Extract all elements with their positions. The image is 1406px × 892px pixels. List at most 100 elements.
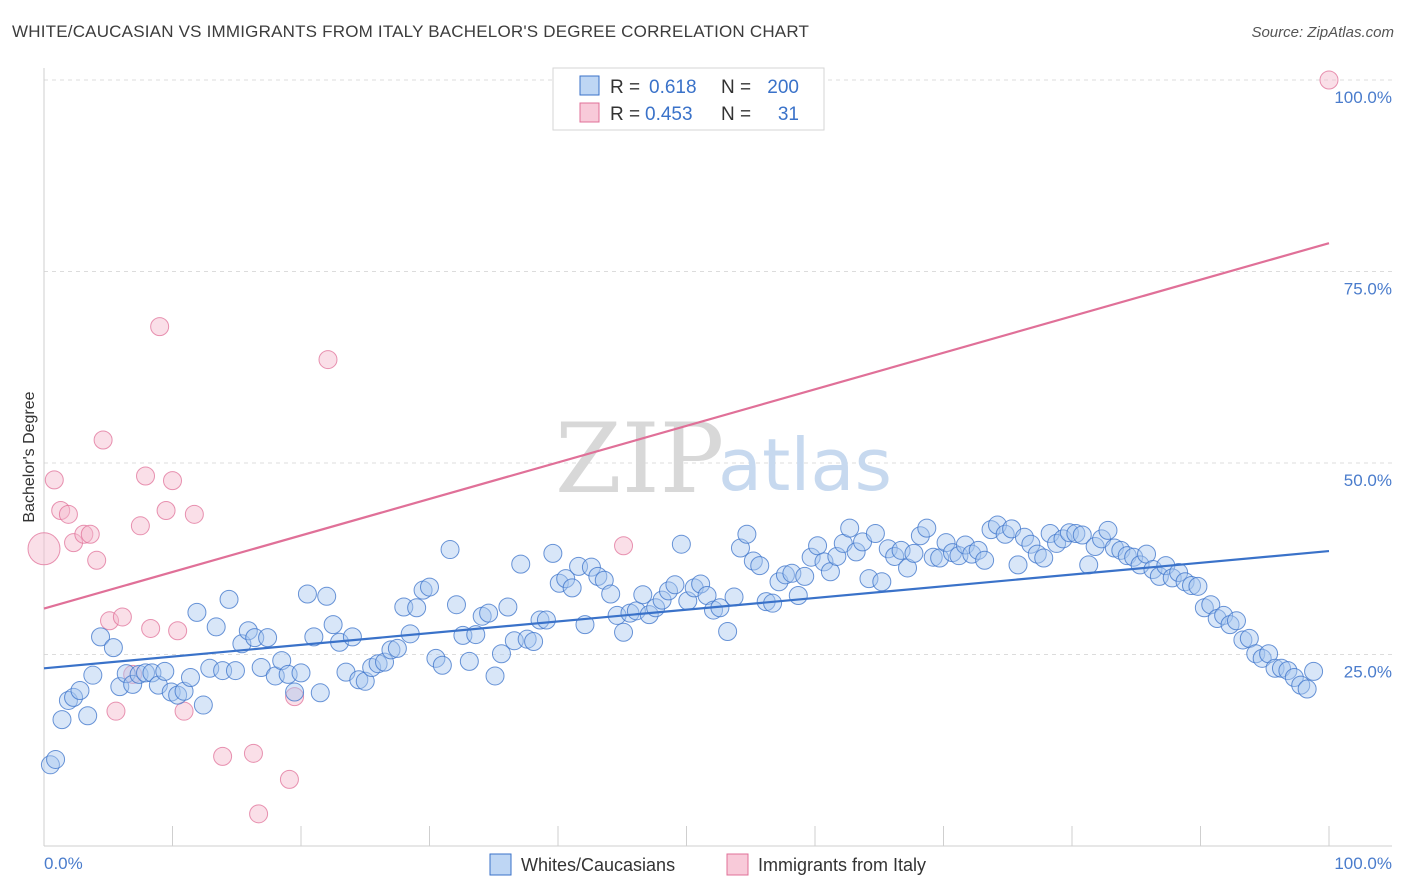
point-whites [1169, 563, 1189, 583]
point-whites [691, 574, 711, 594]
source-label: Source: ZipAtlas.com [1251, 24, 1394, 41]
chart-title: WHITE/CAUCASIAN VS IMMIGRANTS FROM ITALY… [12, 22, 810, 41]
point-whites [78, 706, 98, 726]
point-whites [342, 627, 362, 647]
point-whites [543, 543, 563, 563]
watermark-atlas: atlas [718, 423, 892, 507]
legend-r-label-2: R = [610, 104, 640, 125]
point-whites [187, 602, 207, 622]
bottom-legend-label-whites: Whites/Caucasians [521, 855, 675, 875]
point-whites [1214, 605, 1234, 625]
point-whites [310, 683, 330, 703]
point-italy [156, 500, 176, 520]
point-whites [1021, 534, 1041, 554]
point-italy [141, 618, 161, 638]
x-tick-label-max: 100.0% [1334, 854, 1392, 873]
point-italy [136, 466, 156, 486]
point-whites [258, 628, 278, 648]
bottom-legend-swatch-blue [489, 853, 512, 876]
point-whites [446, 595, 466, 615]
point-italy [279, 769, 299, 789]
point-italy [243, 743, 263, 763]
point-italy [93, 430, 113, 450]
point-whites [891, 540, 911, 560]
point-whites [1098, 520, 1118, 540]
point-whites [180, 667, 200, 687]
point-italy [100, 611, 120, 631]
point-italy [58, 504, 78, 524]
y-tick-labels: 25.0% 50.0% 75.0% 100.0% [1334, 88, 1392, 682]
point-whites [291, 663, 311, 683]
series-italy-points [27, 70, 1339, 824]
point-whites [70, 681, 90, 701]
point-whites [1079, 555, 1099, 575]
point-whites [955, 535, 975, 555]
point-whites [898, 558, 918, 578]
point-whites [1233, 630, 1253, 650]
point-whites [750, 556, 770, 576]
point-whites [1072, 525, 1092, 545]
point-whites [155, 661, 175, 681]
point-italy [1319, 70, 1339, 90]
point-whites [1008, 555, 1028, 575]
point-whites [1117, 546, 1137, 566]
point-whites [206, 617, 226, 637]
point-whites [103, 638, 123, 658]
point-whites [1085, 536, 1105, 556]
series-white-points [40, 515, 1324, 775]
point-whites [846, 542, 866, 562]
point-italy [130, 516, 150, 536]
point-whites [697, 586, 717, 606]
legend-n-value-2: 31 [778, 104, 799, 125]
point-whites [910, 526, 930, 546]
point-whites [718, 622, 738, 642]
point-whites [859, 569, 879, 589]
point-whites [52, 710, 72, 730]
point-whites [562, 578, 582, 598]
point-whites [1182, 576, 1202, 596]
point-whites [1226, 611, 1246, 631]
point-whites [808, 536, 828, 556]
bottom-legend-swatch-pink [726, 853, 749, 876]
point-whites [782, 563, 802, 583]
point-whites [872, 572, 892, 592]
point-whites [601, 584, 621, 604]
point-whites [285, 682, 305, 702]
y-tick-label-100: 100.0% [1334, 88, 1392, 107]
point-whites [1284, 667, 1304, 687]
point-whites [724, 587, 744, 607]
point-whites [219, 589, 239, 609]
point-whites [136, 663, 156, 683]
watermark-zip: ZIP [555, 403, 724, 515]
legend-n-label-1: N = [721, 77, 751, 98]
point-whites [788, 586, 808, 606]
point-italy [27, 532, 61, 566]
point-whites [387, 638, 407, 658]
point-whites [1259, 644, 1279, 664]
point-whites [524, 631, 544, 651]
point-italy [168, 621, 188, 641]
point-whites [865, 523, 885, 543]
point-whites [633, 585, 653, 605]
point-whites [491, 644, 511, 664]
legend: R = 0.618 N = 200 R = 0.453 N = 31 [552, 67, 825, 131]
point-whites [317, 586, 337, 606]
legend-n-value-1: 200 [767, 77, 799, 98]
point-whites [936, 533, 956, 553]
point-whites [801, 547, 821, 567]
point-italy [614, 536, 634, 556]
point-whites [975, 550, 995, 570]
y-axis-title: Bachelor's Degree [21, 391, 38, 522]
point-whites [614, 622, 634, 642]
point-whites [511, 554, 531, 574]
legend-r-value-2: 0.453 [645, 104, 693, 125]
point-whites [1040, 523, 1060, 543]
trend-line-italy [43, 242, 1330, 610]
point-whites [251, 658, 271, 678]
point-whites [225, 661, 245, 681]
point-whites [46, 749, 66, 769]
point-whites [1034, 548, 1054, 568]
point-whites [1124, 547, 1144, 567]
point-whites [1188, 576, 1208, 596]
point-whites [420, 577, 439, 597]
